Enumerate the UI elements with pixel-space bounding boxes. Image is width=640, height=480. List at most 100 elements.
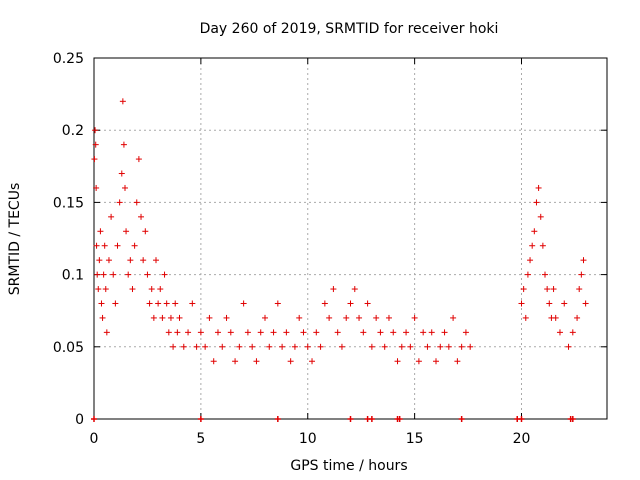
data-point	[347, 300, 354, 307]
data-point	[330, 286, 337, 293]
data-point	[206, 314, 213, 321]
y-tick-label: 0.25	[53, 51, 84, 67]
data-point	[424, 343, 431, 350]
data-point	[123, 228, 130, 235]
data-point	[279, 343, 286, 350]
data-point	[398, 343, 405, 350]
data-point	[462, 329, 469, 336]
data-point	[99, 314, 106, 321]
data-point	[326, 314, 333, 321]
data-point	[102, 286, 109, 293]
data-point	[546, 300, 553, 307]
data-point	[445, 343, 452, 350]
zero-marker	[347, 416, 354, 422]
data-point	[287, 358, 294, 365]
data-point	[148, 286, 155, 293]
data-point	[450, 314, 457, 321]
data-point	[93, 184, 100, 191]
y-tick-label: 0.2	[62, 123, 84, 139]
data-point	[157, 286, 164, 293]
data-point	[403, 329, 410, 336]
data-point	[304, 343, 311, 350]
data-point	[561, 300, 568, 307]
data-point	[539, 242, 546, 249]
chart-title: Day 260 of 2019, SRMTID for receiver hok…	[200, 21, 499, 37]
data-point	[125, 271, 132, 278]
data-point	[535, 184, 542, 191]
x-axis-label: GPS time / hours	[290, 458, 407, 474]
plot-frame	[93, 57, 608, 420]
data-point	[193, 343, 200, 350]
zero-marker	[569, 416, 576, 422]
data-point	[121, 184, 128, 191]
data-point	[163, 300, 170, 307]
data-point	[129, 286, 136, 293]
data-point	[582, 300, 589, 307]
data-point	[108, 213, 115, 220]
data-point	[185, 329, 192, 336]
data-point	[580, 257, 587, 264]
data-point	[531, 228, 538, 235]
data-point	[262, 314, 268, 321]
data-point	[390, 329, 397, 336]
data-point	[244, 329, 251, 336]
data-point	[574, 314, 581, 321]
data-point	[407, 343, 414, 350]
data-point	[98, 300, 105, 307]
data-point	[131, 242, 138, 249]
data-point	[210, 358, 217, 365]
data-point	[214, 329, 221, 336]
x-tick-label: 10	[299, 431, 317, 447]
data-point	[257, 329, 264, 336]
x-tick-label: 5	[196, 431, 205, 447]
data-point	[454, 358, 461, 365]
zero-markers	[91, 416, 576, 422]
data-point	[313, 329, 320, 336]
data-point	[529, 242, 536, 249]
data-point	[522, 314, 529, 321]
data-point	[338, 343, 345, 350]
data-point	[309, 358, 316, 365]
data-point	[219, 343, 226, 350]
data-point	[112, 300, 119, 307]
y-tick-label: 0.05	[53, 340, 84, 356]
data-point	[146, 300, 153, 307]
data-point	[394, 358, 401, 365]
data-point	[518, 300, 525, 307]
data-point	[368, 343, 375, 350]
data-point	[170, 343, 177, 350]
data-point	[96, 257, 103, 264]
zero-marker	[368, 416, 375, 422]
data-point	[351, 286, 358, 293]
data-point	[537, 213, 544, 220]
zero-marker	[91, 416, 97, 422]
data-point	[197, 329, 204, 336]
x-tick-label: 0	[90, 431, 99, 447]
data-point	[114, 242, 121, 249]
data-point	[556, 329, 563, 336]
data-point	[576, 286, 583, 293]
data-point	[202, 343, 209, 350]
data-point	[227, 329, 234, 336]
data-point	[232, 358, 239, 365]
data-point	[135, 156, 142, 163]
zero-marker	[518, 416, 525, 422]
data-point	[467, 343, 474, 350]
data-point	[133, 199, 140, 206]
data-point	[283, 329, 290, 336]
data-point	[172, 300, 179, 307]
data-point	[411, 314, 418, 321]
data-point	[385, 314, 392, 321]
data-point	[270, 329, 277, 336]
data-point	[373, 314, 380, 321]
data-point	[236, 343, 243, 350]
data-point	[274, 300, 281, 307]
x-tick-label: 20	[513, 431, 531, 447]
data-point	[240, 300, 247, 307]
data-point	[437, 343, 444, 350]
data-point	[174, 329, 181, 336]
data-point	[176, 314, 183, 321]
data-point	[317, 343, 324, 350]
data-point	[138, 213, 145, 220]
data-point	[433, 358, 439, 365]
